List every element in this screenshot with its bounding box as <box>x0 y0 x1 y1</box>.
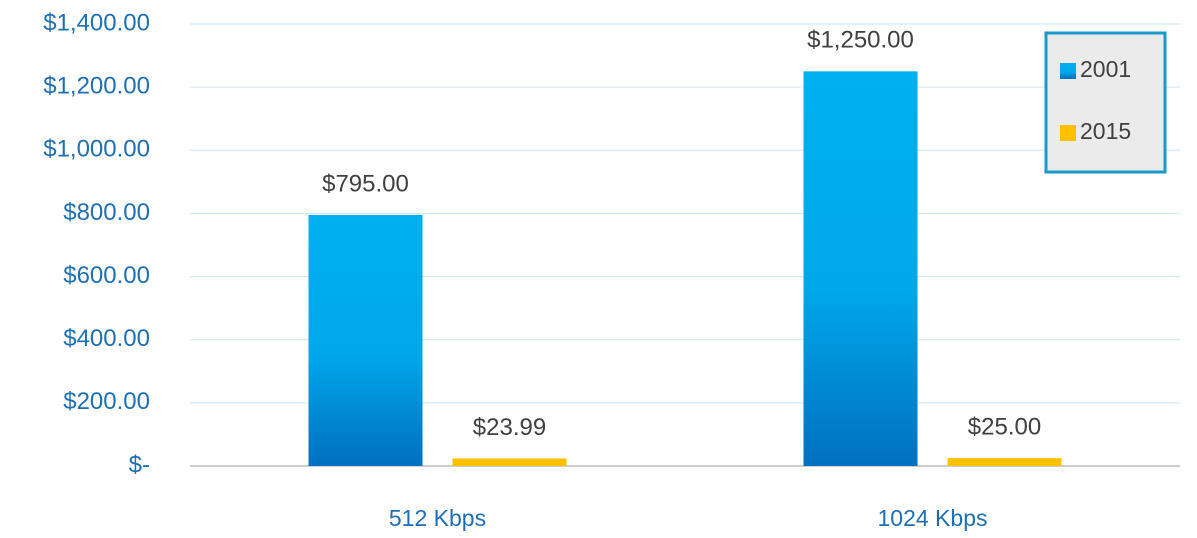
y-tick-label: $1,200.00 <box>43 72 150 99</box>
value-label: $25.00 <box>968 413 1041 440</box>
y-tick-label: $400.00 <box>63 325 150 352</box>
y-tick-label: $- <box>129 451 150 478</box>
y-tick-label: $1,000.00 <box>43 136 150 163</box>
legend-label: 2015 <box>1080 118 1131 144</box>
x-tick-label: 512 Kbps <box>389 505 486 531</box>
bar <box>308 215 423 466</box>
bar <box>803 71 918 466</box>
y-tick-label: $800.00 <box>63 199 150 226</box>
legend-box <box>1044 31 1167 174</box>
y-tick-label: $200.00 <box>63 388 150 415</box>
legend-swatch <box>1060 63 1076 79</box>
value-label: $1,250.00 <box>807 27 914 54</box>
value-label: $23.99 <box>473 414 546 441</box>
legend-swatch <box>1060 125 1076 141</box>
bar <box>947 458 1062 466</box>
x-tick-label: 1024 Kbps <box>878 505 988 531</box>
legend-label: 2001 <box>1080 56 1131 82</box>
bar <box>452 458 567 466</box>
y-tick-label: $600.00 <box>63 262 150 289</box>
value-label: $795.00 <box>322 170 409 197</box>
y-tick-label: $1,400.00 <box>43 9 150 36</box>
